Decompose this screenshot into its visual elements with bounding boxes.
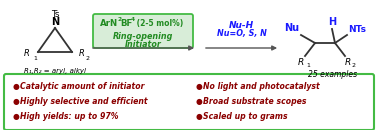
Text: BF: BF [121,19,133,28]
Text: (2-5 mol%): (2-5 mol%) [133,19,183,28]
Text: 2: 2 [117,17,121,21]
Text: ●: ● [196,97,203,106]
Text: Highly selective and efficient: Highly selective and efficient [20,97,148,106]
Text: 2: 2 [85,56,89,61]
Text: 2: 2 [352,63,356,68]
Text: 1: 1 [33,56,37,61]
Text: N: N [51,17,59,27]
Text: Catalytic amount of initiator: Catalytic amount of initiator [20,82,144,91]
Text: High yields: up to 97%: High yields: up to 97% [20,112,118,121]
Text: R: R [345,58,351,67]
FancyBboxPatch shape [93,14,193,48]
Text: No light and photocatalyst: No light and photocatalyst [203,82,320,91]
Text: 1: 1 [306,63,310,68]
Text: R: R [298,58,304,67]
Text: ●: ● [13,82,20,91]
Text: Nu=O, S, N: Nu=O, S, N [217,29,266,38]
Text: R₁,R₂ = aryl, alkyl: R₁,R₂ = aryl, alkyl [24,68,86,74]
Text: NTs: NTs [348,25,366,34]
Text: Initiator: Initiator [125,40,161,49]
Text: ●: ● [196,82,203,91]
Text: R: R [24,48,30,57]
Text: R: R [79,48,85,57]
Text: Nu: Nu [284,23,299,33]
Text: ●: ● [13,97,20,106]
Text: ●: ● [196,112,203,121]
Text: ArN: ArN [100,19,118,28]
Text: Scaled up to grams: Scaled up to grams [203,112,288,121]
Text: 4: 4 [131,17,135,21]
Text: 25 examples: 25 examples [308,70,358,79]
Text: Nu-H: Nu-H [229,21,254,30]
Text: ●: ● [13,112,20,121]
Text: H: H [328,17,336,27]
Text: Ts: Ts [51,10,59,19]
Text: Broad substrate scopes: Broad substrate scopes [203,97,307,106]
Text: Ring-opening: Ring-opening [113,32,173,41]
FancyBboxPatch shape [4,74,374,130]
